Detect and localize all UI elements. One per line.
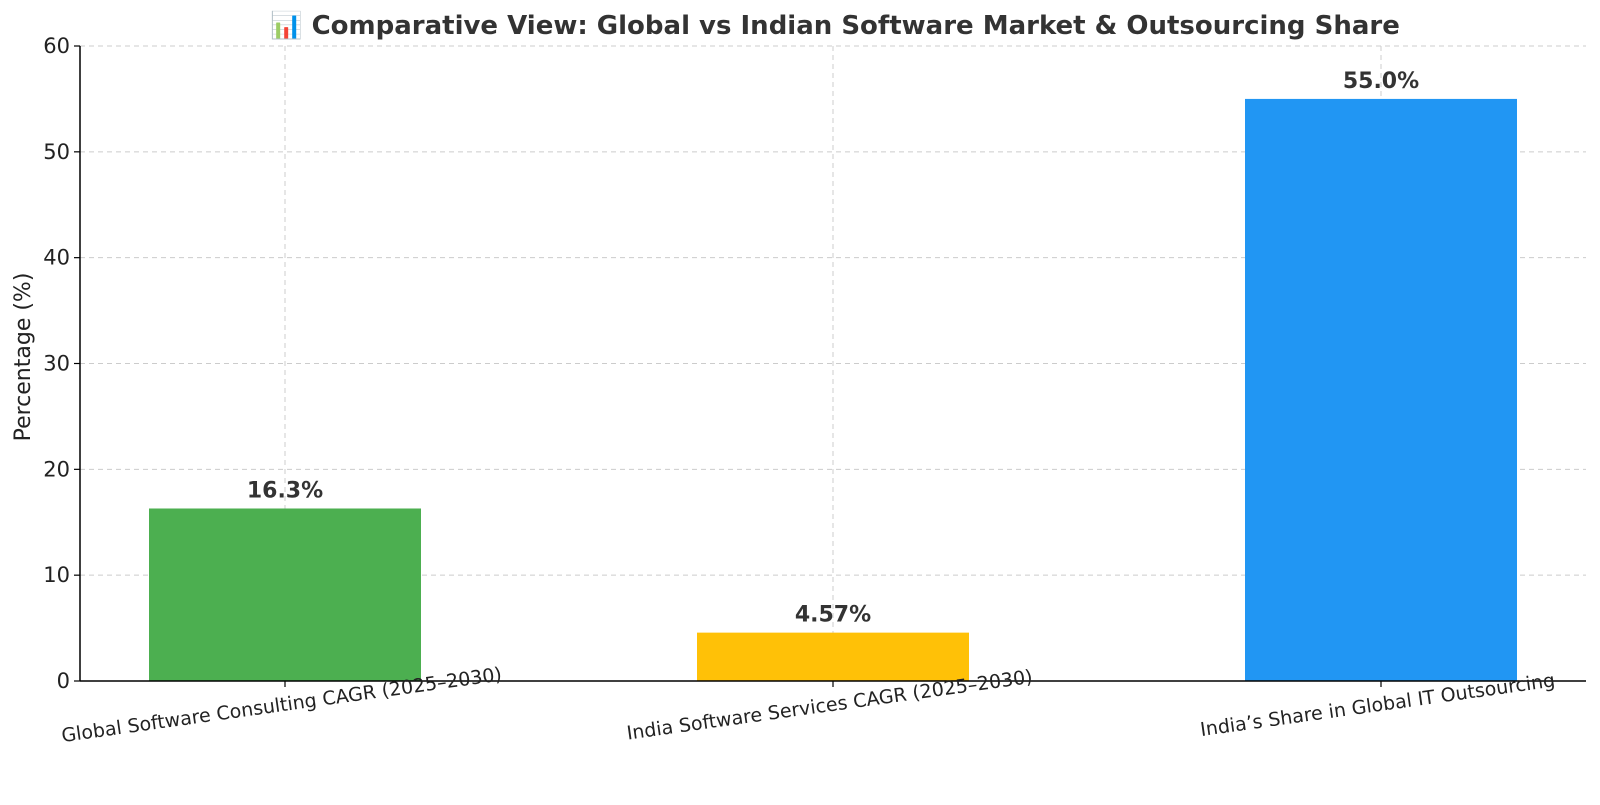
y-tick-label-30: 30	[43, 352, 70, 376]
data-label-2: 4.57%	[795, 603, 871, 628]
y-tick-label-60: 60	[43, 34, 70, 58]
chart-title: 📊 Comparative View: Global vs Indian Sof…	[270, 10, 1400, 41]
y-axis-label: Percentage (%)	[11, 273, 36, 442]
y-tick-label-0: 0	[57, 669, 70, 693]
y-tick-label-10: 10	[43, 563, 70, 587]
y-tick-label-50: 50	[43, 140, 70, 164]
y-tick-label-40: 40	[43, 246, 70, 270]
bars-layer	[149, 98, 1517, 681]
bar-3	[1245, 98, 1517, 681]
bar-1	[149, 508, 421, 681]
data-label-3: 55.0%	[1343, 69, 1419, 94]
bar-2	[697, 632, 969, 681]
data-label-1: 16.3%	[247, 478, 323, 503]
y-tick-label-20: 20	[43, 457, 70, 481]
axes-layer	[74, 45, 1586, 687]
